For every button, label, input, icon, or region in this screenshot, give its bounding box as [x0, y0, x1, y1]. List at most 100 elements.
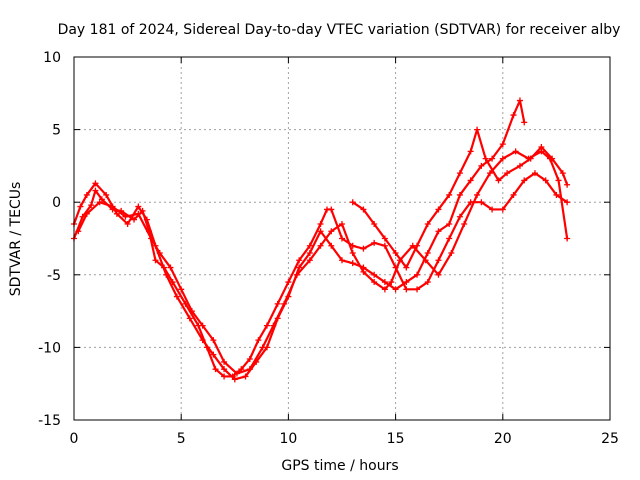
series-line: [351, 128, 569, 269]
data-point: [96, 199, 103, 206]
data-point: [392, 286, 399, 293]
y-tick-label: 5: [52, 123, 61, 139]
data-point: [242, 373, 249, 380]
data-point: [274, 300, 281, 307]
data-point: [542, 177, 549, 184]
data-point: [281, 300, 288, 307]
data-point: [122, 213, 129, 220]
data-point: [553, 191, 560, 198]
data-point: [448, 250, 455, 257]
data-point: [92, 180, 99, 187]
data-point: [186, 315, 193, 322]
data-point: [403, 286, 410, 293]
data-point: [349, 199, 356, 206]
data-point: [414, 286, 421, 293]
data-point: [113, 210, 120, 217]
data-point: [88, 202, 95, 209]
y-tick-label: -15: [38, 413, 61, 429]
data-point: [83, 210, 90, 217]
data-point: [163, 271, 170, 278]
data-point: [246, 366, 253, 373]
series-track-c: [75, 148, 571, 377]
data-point: [478, 199, 485, 206]
data-point: [255, 337, 262, 344]
data-point: [456, 170, 463, 177]
series-track-b: [71, 97, 528, 383]
data-point: [339, 235, 345, 242]
data-point: [388, 279, 395, 286]
data-point: [559, 170, 566, 177]
data-point: [210, 337, 217, 344]
data-point: [504, 170, 511, 177]
data-point: [92, 187, 99, 194]
data-point: [124, 220, 131, 227]
y-tick-label: 10: [43, 50, 61, 66]
data-point: [531, 170, 538, 177]
data-point: [360, 268, 367, 275]
data-point: [392, 250, 399, 257]
data-point: [435, 228, 442, 235]
data-point: [424, 220, 431, 227]
data-point: [549, 155, 556, 162]
data-point: [360, 245, 367, 252]
data-point: [381, 235, 388, 242]
data-point: [516, 162, 523, 169]
series-line: [77, 150, 569, 375]
y-axis-label: SDTVAR / TECUs: [8, 182, 24, 297]
data-point: [371, 239, 378, 246]
plot-frame: [73, 56, 611, 421]
data-series: [71, 97, 571, 383]
axis-ticks: 0 5 10 15 20 25 -15 -10 -5 0 5 10: [38, 50, 619, 447]
data-point: [495, 177, 502, 184]
data-point: [152, 257, 159, 264]
data-point: [173, 293, 180, 300]
data-point: [482, 155, 489, 162]
data-point: [381, 279, 388, 286]
series-track-d: [349, 126, 571, 271]
data-point: [259, 344, 266, 351]
data-point: [381, 242, 388, 249]
x-tick-label: 5: [177, 431, 186, 447]
data-point: [435, 257, 442, 264]
data-point: [486, 170, 493, 177]
data-point: [521, 177, 528, 184]
data-point: [424, 250, 431, 257]
data-point: [461, 220, 468, 227]
data-point: [270, 322, 277, 329]
data-point: [467, 177, 474, 184]
data-point: [231, 376, 238, 383]
y-tick-label: -10: [38, 340, 61, 356]
data-point: [296, 257, 303, 264]
data-point: [317, 220, 324, 227]
data-point: [135, 210, 142, 217]
data-point: [435, 271, 442, 278]
data-point: [414, 271, 421, 278]
data-point: [564, 199, 571, 206]
data-point: [188, 308, 195, 315]
data-point: [83, 191, 90, 198]
y-tick-label: 0: [52, 195, 61, 211]
data-point: [521, 119, 528, 126]
data-point: [156, 250, 163, 257]
x-tick-label: 0: [70, 431, 79, 447]
data-point: [317, 228, 324, 235]
data-point: [210, 351, 217, 358]
data-point: [446, 235, 453, 242]
data-point: [527, 155, 534, 162]
data-point: [317, 242, 324, 249]
data-point: [109, 203, 116, 210]
data-point: [199, 322, 206, 329]
data-point: [306, 242, 313, 249]
data-point: [510, 112, 517, 119]
data-point: [167, 264, 174, 271]
data-point: [221, 358, 228, 365]
data-point: [403, 279, 410, 286]
data-point: [446, 191, 453, 198]
data-point: [285, 279, 292, 286]
x-axis-label: GPS time / hours: [281, 458, 398, 474]
data-point: [143, 216, 150, 223]
data-point: [538, 144, 545, 151]
x-tick-label: 15: [387, 431, 405, 447]
data-point: [371, 271, 378, 278]
